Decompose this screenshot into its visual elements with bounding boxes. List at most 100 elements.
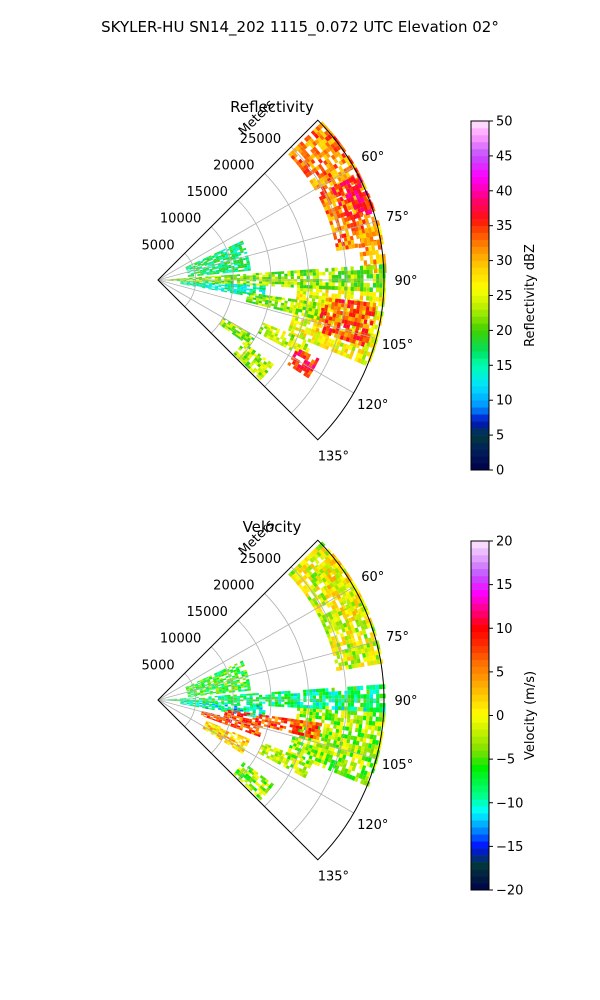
colorbar-segment [471, 547, 489, 556]
echo-cell [331, 278, 336, 283]
echo-cell [347, 316, 352, 322]
echo-cell [199, 270, 204, 273]
echo-cell [358, 640, 364, 646]
echo-cell [219, 729, 223, 733]
echo-cell [345, 598, 351, 605]
echo-cell [186, 704, 190, 706]
echo-cell [347, 274, 351, 279]
echo-cell [309, 285, 313, 289]
echo-cell [266, 747, 271, 751]
echo-cell [321, 180, 327, 187]
echo-cell [212, 271, 217, 274]
echo-cell [261, 750, 266, 754]
echo-cell [205, 687, 209, 689]
echo-cell [258, 720, 262, 724]
echo-cell [331, 558, 337, 565]
echo-cell [173, 698, 177, 700]
echo-cell [230, 670, 234, 674]
echo-cell [292, 572, 298, 578]
echo-cell [234, 710, 238, 713]
echo-cell [351, 200, 356, 206]
echo-cell [246, 298, 250, 301]
echo-cell [305, 368, 310, 374]
colorbar-segment [471, 337, 489, 345]
echo-cell [249, 277, 253, 280]
echo-cell [265, 295, 270, 298]
echo-cell [242, 677, 246, 681]
echo-cell [305, 172, 310, 178]
echo-cell [339, 182, 345, 188]
echo-cell [281, 276, 285, 280]
echo-cell [284, 693, 288, 697]
echo-cell [300, 281, 304, 286]
echo-cell [295, 759, 300, 764]
echo-cell [350, 580, 356, 586]
echo-cell [359, 685, 364, 691]
echo-cell [333, 720, 338, 726]
colorbar-segment [471, 624, 489, 633]
echo-cell [315, 125, 321, 132]
echo-cell [205, 721, 209, 724]
echo-cell [233, 696, 237, 698]
echo-cell [262, 296, 266, 300]
echo-cell [248, 363, 253, 368]
echo-cell [357, 225, 362, 231]
echo-cell [315, 705, 320, 709]
echo-cell [378, 292, 383, 298]
echo-cell [341, 710, 345, 715]
echo-cell [334, 302, 339, 307]
echo-cell [222, 268, 226, 271]
echo-cell [347, 278, 351, 283]
echo-cell [346, 643, 351, 649]
echo-cell [304, 562, 310, 568]
echo-cell [360, 625, 366, 631]
echo-cell [325, 709, 329, 714]
echo-cell [308, 552, 314, 558]
echo-cell [244, 783, 249, 788]
echo-cell [233, 701, 237, 703]
echo-cell [353, 189, 359, 196]
echo-cell [339, 606, 345, 613]
echo-cell [366, 223, 371, 229]
echo-cell [347, 694, 351, 699]
echo-cell [217, 278, 222, 280]
echo-cell [289, 304, 294, 308]
echo-cell [233, 715, 237, 718]
echo-cell [299, 751, 304, 757]
echo-cell [331, 275, 336, 279]
echo-cell [215, 677, 220, 680]
echo-cell [313, 553, 320, 559]
range-tick-label: 20000 [213, 158, 254, 173]
echo-cell [210, 714, 214, 717]
echo-cell [254, 361, 259, 366]
echo-cell [336, 761, 341, 767]
echo-cell [356, 335, 361, 341]
echo-cell [358, 313, 362, 319]
echo-cell [253, 732, 258, 737]
echo-cell [369, 265, 373, 270]
echo-cell [318, 295, 322, 300]
echo-cell [375, 296, 379, 302]
echo-cell [250, 361, 255, 366]
echo-cell [234, 703, 238, 706]
echo-cell [296, 707, 301, 711]
echo-cell [317, 607, 323, 613]
echo-cell [186, 689, 190, 692]
echo-cell [199, 703, 203, 705]
echo-cell [347, 240, 352, 246]
echo-cell [224, 739, 229, 743]
echo-cell [339, 762, 344, 768]
echo-cell [202, 268, 207, 271]
echo-cell [233, 671, 238, 674]
echo-cell [248, 349, 253, 354]
echo-cell [315, 295, 319, 300]
colorbar-segment [471, 827, 489, 835]
azimuth-spoke [157, 641, 377, 701]
echo-cell [351, 230, 356, 236]
echo-cell [321, 688, 326, 692]
echo-cell [199, 689, 203, 692]
echo-cell [195, 687, 200, 690]
echo-cell [185, 685, 189, 688]
echo-cell [286, 306, 290, 310]
echo-cell [208, 675, 212, 678]
